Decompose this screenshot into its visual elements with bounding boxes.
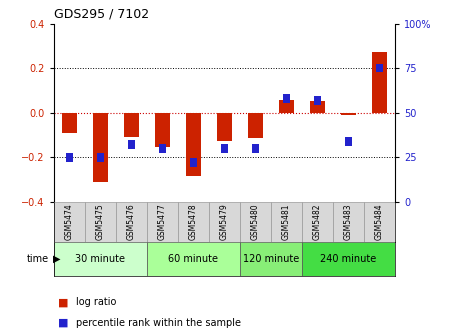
Text: GSM5477: GSM5477 bbox=[158, 203, 167, 240]
Text: ▶: ▶ bbox=[53, 254, 61, 264]
Bar bbox=[54, 202, 85, 242]
Text: ■: ■ bbox=[58, 318, 69, 328]
Text: 30 minute: 30 minute bbox=[75, 254, 125, 264]
Bar bbox=[302, 202, 333, 242]
Bar bbox=[66, 153, 73, 162]
Text: percentile rank within the sample: percentile rank within the sample bbox=[76, 318, 241, 328]
Text: GSM5476: GSM5476 bbox=[127, 203, 136, 240]
Bar bbox=[209, 202, 240, 242]
Bar bbox=[333, 202, 364, 242]
Text: GDS295 / 7102: GDS295 / 7102 bbox=[54, 8, 149, 21]
Bar bbox=[251, 144, 260, 153]
Bar bbox=[128, 140, 135, 149]
Bar bbox=[372, 52, 387, 113]
Bar bbox=[54, 242, 147, 276]
Bar bbox=[158, 144, 166, 153]
Bar bbox=[279, 100, 294, 113]
Text: ■: ■ bbox=[58, 297, 69, 307]
Bar bbox=[220, 144, 229, 153]
Bar bbox=[271, 202, 302, 242]
Bar bbox=[116, 202, 147, 242]
Bar bbox=[217, 113, 232, 141]
Bar bbox=[186, 113, 201, 176]
Bar bbox=[85, 202, 116, 242]
Text: 60 minute: 60 minute bbox=[168, 254, 219, 264]
Bar bbox=[283, 94, 291, 103]
Text: GSM5482: GSM5482 bbox=[313, 204, 322, 240]
Text: GSM5483: GSM5483 bbox=[344, 203, 353, 240]
Bar bbox=[345, 137, 352, 145]
Bar bbox=[123, 113, 139, 137]
Bar bbox=[240, 242, 302, 276]
Bar bbox=[147, 202, 178, 242]
Text: GSM5475: GSM5475 bbox=[96, 203, 105, 240]
Text: GSM5481: GSM5481 bbox=[282, 204, 291, 240]
Bar bbox=[364, 202, 395, 242]
Bar bbox=[248, 113, 263, 138]
Bar bbox=[341, 113, 357, 116]
Bar bbox=[92, 113, 108, 181]
Bar bbox=[97, 153, 104, 162]
Bar bbox=[310, 101, 326, 113]
Bar bbox=[376, 64, 383, 73]
Bar bbox=[178, 202, 209, 242]
Text: GSM5478: GSM5478 bbox=[189, 203, 198, 240]
Bar bbox=[62, 113, 77, 133]
Bar bbox=[240, 202, 271, 242]
Text: time: time bbox=[27, 254, 49, 264]
Bar bbox=[189, 158, 198, 167]
Bar bbox=[302, 242, 395, 276]
Text: log ratio: log ratio bbox=[76, 297, 117, 307]
Bar bbox=[155, 113, 170, 147]
Text: GSM5480: GSM5480 bbox=[251, 203, 260, 240]
Text: 240 minute: 240 minute bbox=[321, 254, 377, 264]
Bar bbox=[314, 96, 321, 104]
Bar bbox=[147, 242, 240, 276]
Text: GSM5474: GSM5474 bbox=[65, 203, 74, 240]
Text: GSM5484: GSM5484 bbox=[375, 203, 384, 240]
Text: GSM5479: GSM5479 bbox=[220, 203, 229, 240]
Text: 120 minute: 120 minute bbox=[243, 254, 299, 264]
